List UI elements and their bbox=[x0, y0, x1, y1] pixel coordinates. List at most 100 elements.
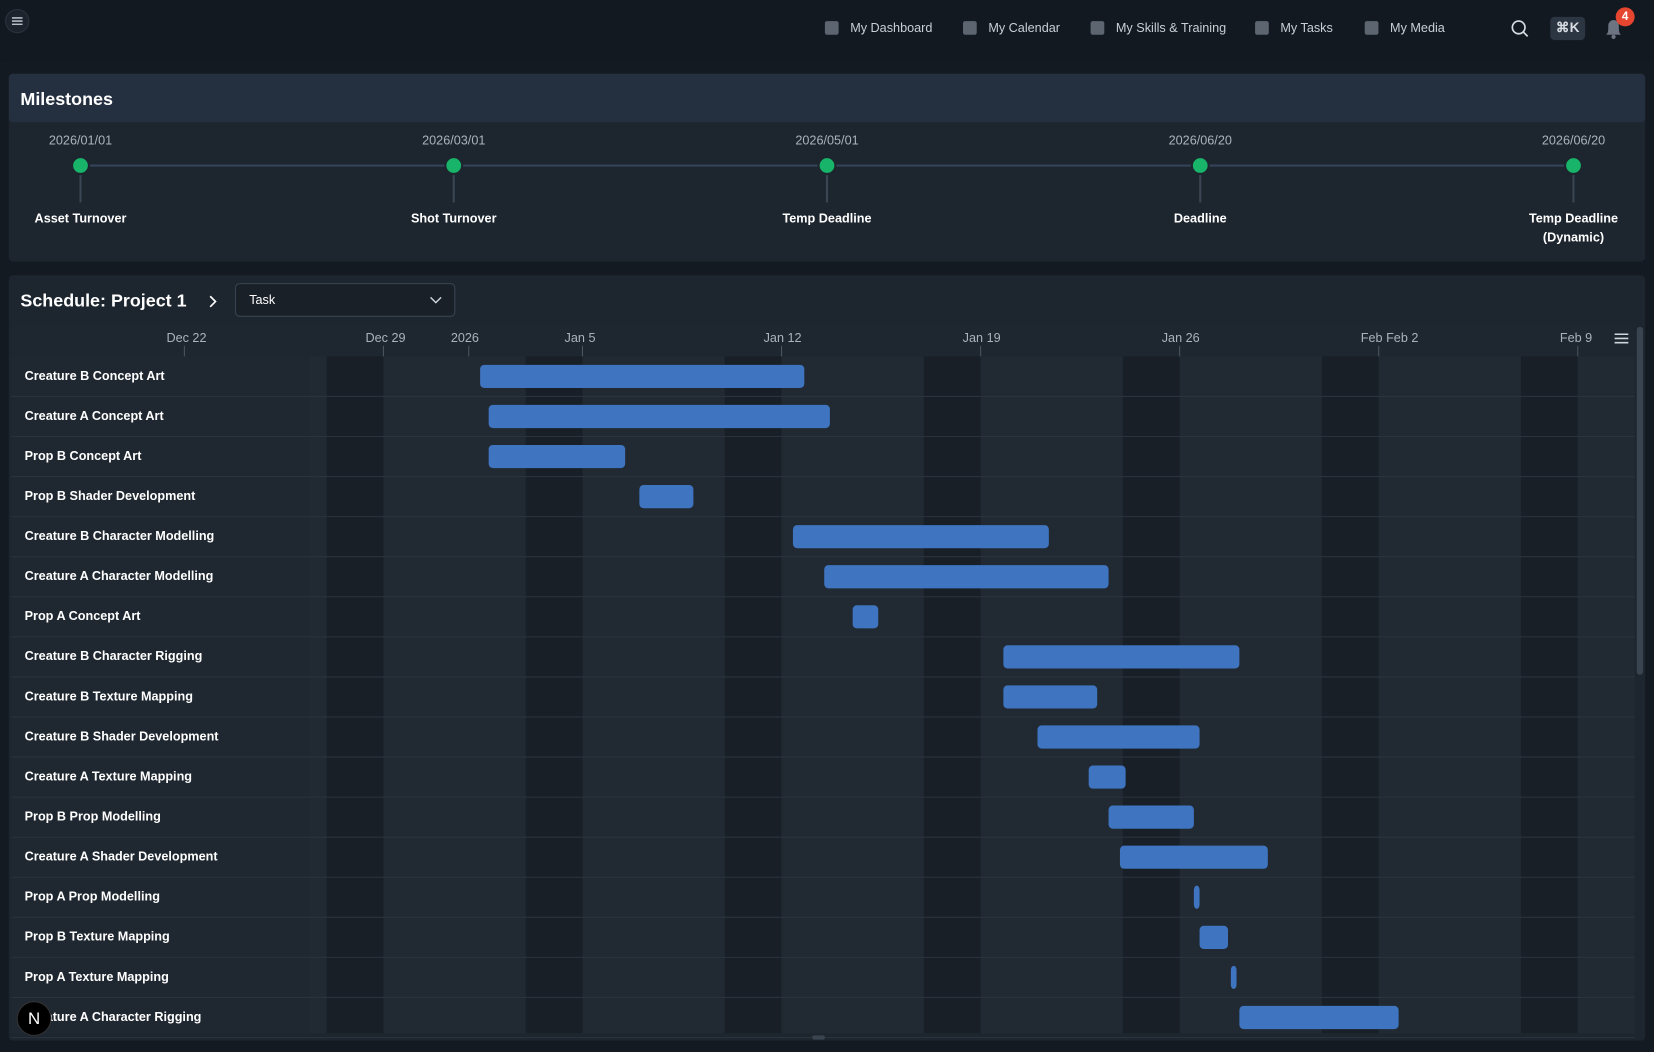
milestone-date: 2026/01/01 bbox=[49, 134, 112, 148]
task-bar[interactable] bbox=[852, 605, 879, 629]
milestone-label-box: Shot Turnover bbox=[410, 210, 497, 226]
bell[interactable] bbox=[1606, 20, 1621, 40]
nav-icon bbox=[1255, 21, 1269, 35]
x-tick-label: Dec 22 bbox=[166, 331, 206, 345]
nav-icon bbox=[824, 21, 839, 35]
milestone-dot[interactable] bbox=[1190, 156, 1210, 176]
nav-item[interactable]: My Dashboard bbox=[850, 21, 932, 35]
x-tick-label: Jan 26 bbox=[1162, 331, 1200, 345]
task-name: Prop A Texture Mapping bbox=[25, 970, 169, 984]
task-bar[interactable] bbox=[824, 565, 1109, 589]
milestones-title: Milestones bbox=[20, 89, 113, 109]
task-bar[interactable] bbox=[1003, 685, 1098, 709]
view-value: Task bbox=[249, 293, 276, 307]
task-bar[interactable] bbox=[488, 404, 830, 429]
task-bar[interactable] bbox=[639, 485, 694, 509]
milestone-dot[interactable] bbox=[817, 156, 837, 176]
search-button[interactable] bbox=[1511, 20, 1529, 37]
task-name: Creature B Character Modelling bbox=[25, 529, 215, 543]
milestone-label-box: Asset Turnover bbox=[35, 211, 127, 226]
milestones: 2026/01/01 Asset Turnover 2026/03/01 Shot T… bbox=[35, 134, 1619, 245]
milestone-dot[interactable] bbox=[444, 156, 464, 176]
nav-icon bbox=[963, 21, 977, 35]
task-bar[interactable] bbox=[1108, 805, 1194, 829]
nav-icon bbox=[1364, 21, 1379, 35]
milestone-date: 2026/05/01 bbox=[795, 134, 858, 148]
nav-item[interactable]: My Tasks bbox=[1280, 21, 1332, 35]
task-bar[interactable] bbox=[1088, 765, 1126, 789]
task-bar[interactable] bbox=[1119, 845, 1268, 869]
task-bar[interactable] bbox=[1193, 885, 1200, 909]
task-name: Prop A Concept Art bbox=[25, 609, 142, 623]
task-name: Prop B Prop Modelling bbox=[25, 809, 161, 823]
task-bar[interactable] bbox=[1037, 725, 1200, 749]
x-tick-label: Jan 5 bbox=[565, 331, 596, 345]
task-name: Creature A Texture Mapping bbox=[25, 769, 192, 783]
task-bar[interactable] bbox=[480, 364, 805, 389]
task-name: Prop B Shader Development bbox=[25, 489, 196, 503]
task-bar[interactable] bbox=[1199, 925, 1229, 949]
menu-button[interactable] bbox=[5, 8, 30, 34]
view-select[interactable] bbox=[234, 283, 456, 317]
label-column bbox=[10, 356, 310, 1034]
task-name: Creature A Character Modelling bbox=[25, 569, 214, 583]
timeline-header bbox=[10, 324, 1635, 357]
milestone-label: Shot Turnover bbox=[410, 210, 497, 226]
task-name: Creature B Concept Art bbox=[25, 369, 166, 383]
breadcrumb-chevron[interactable] bbox=[209, 295, 217, 308]
milestone-dot[interactable] bbox=[1564, 156, 1583, 176]
weekend-band bbox=[1520, 356, 1578, 1034]
nav-item[interactable]: My Media bbox=[1390, 21, 1446, 35]
milestone-label-box: Deadline bbox=[1174, 211, 1227, 226]
milestones-header bbox=[8, 73, 1646, 123]
milestone-dot[interactable] bbox=[71, 156, 90, 176]
milestone-label-box: Temp Deadline (Dynamic) bbox=[1528, 210, 1619, 245]
task-bar[interactable] bbox=[1003, 645, 1240, 669]
gantt-menu[interactable] bbox=[1614, 333, 1629, 344]
x-tick-label: Feb 9 bbox=[1560, 331, 1592, 345]
notification-count: 4 bbox=[1622, 11, 1629, 23]
weekend-band bbox=[724, 356, 782, 1034]
nav: My Dashboard My Calendar My Skills & Train… bbox=[824, 21, 1446, 35]
task-name: Creature B Character Rigging bbox=[25, 649, 203, 663]
milestone-date: 2026/06/20 bbox=[1169, 134, 1232, 148]
h-scrollbar[interactable] bbox=[812, 1035, 825, 1040]
gantt: Dec 22 Dec 29 2026 Jan 5 Jan 12 Jan 19 Jan 26 F… bbox=[10, 331, 1635, 1039]
dev-badge[interactable] bbox=[16, 1001, 52, 1036]
task-name: Creature B Shader Development bbox=[25, 729, 220, 743]
task-name: Creature B Texture Mapping bbox=[25, 689, 193, 703]
nav-item[interactable]: My Skills & Training bbox=[1116, 21, 1226, 35]
dev-badge-label: N bbox=[28, 1009, 40, 1028]
x-tick-label: Jan 12 bbox=[764, 331, 802, 345]
milestone-date: 2026/03/01 bbox=[422, 134, 485, 148]
task-bar[interactable] bbox=[488, 444, 626, 469]
notification-badge bbox=[1615, 7, 1635, 27]
task-name: Prop B Texture Mapping bbox=[25, 930, 170, 944]
milestone-date: 2026/06/20 bbox=[1542, 134, 1605, 148]
schedule-title: Schedule: Project 1 bbox=[20, 290, 186, 310]
x-tick-label: Jan 19 bbox=[963, 331, 1001, 345]
x-tick-label: Feb Feb 2 bbox=[1361, 331, 1419, 345]
milestone-label: Temp Deadline (Dynamic) bbox=[1528, 210, 1619, 245]
task-bar[interactable] bbox=[792, 525, 1049, 549]
shortcut: ⌘K bbox=[1556, 20, 1580, 35]
task-name: Creature A Concept Art bbox=[25, 409, 165, 423]
shortcut-box[interactable] bbox=[1550, 16, 1586, 41]
milestone-label: Temp Deadline bbox=[782, 210, 872, 226]
weekend-band bbox=[1122, 356, 1180, 1034]
weekend-band bbox=[923, 356, 981, 1034]
nav-item[interactable]: My Calendar bbox=[988, 21, 1060, 35]
weekend-band bbox=[1321, 356, 1379, 1034]
x-tick-label: 2026 bbox=[451, 331, 479, 345]
task-bar[interactable] bbox=[1230, 965, 1237, 990]
scrollbar[interactable] bbox=[1636, 326, 1644, 675]
task-name: Prop B Concept Art bbox=[25, 449, 143, 463]
weekend-band bbox=[525, 356, 583, 1034]
x-tick-label: Dec 29 bbox=[366, 331, 406, 345]
task-bar[interactable] bbox=[1239, 1005, 1399, 1030]
weekend-band bbox=[326, 356, 384, 1034]
nav-icon bbox=[1090, 21, 1105, 35]
task-name: Creature A Shader Development bbox=[25, 850, 219, 864]
